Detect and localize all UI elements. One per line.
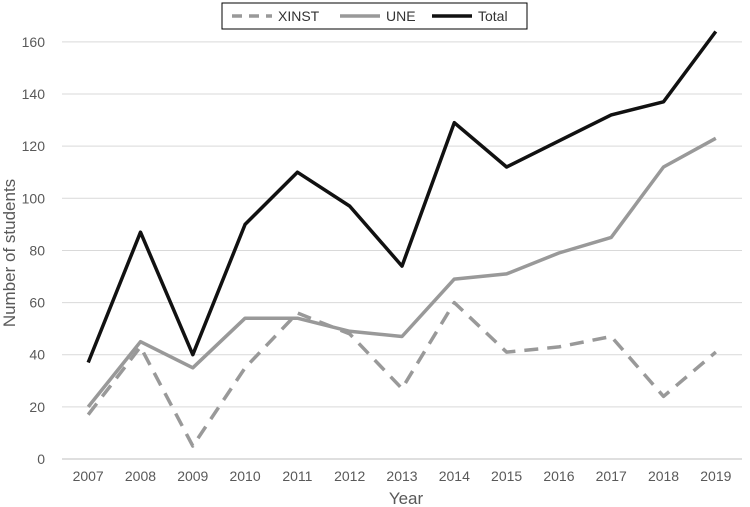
- y-tick-label: 160: [22, 34, 46, 50]
- y-tick-label: 140: [22, 86, 46, 102]
- x-tick-label: 2015: [491, 468, 522, 484]
- y-tick-label: 100: [22, 190, 46, 206]
- y-tick-label: 60: [29, 295, 45, 311]
- x-tick-label: 2009: [177, 468, 208, 484]
- y-tick-label: 40: [29, 347, 45, 363]
- x-tick-label: 2014: [439, 468, 470, 484]
- x-tick-label: 2018: [648, 468, 679, 484]
- x-tick-label: 2019: [700, 468, 731, 484]
- x-tick-label: 2013: [386, 468, 417, 484]
- series-line-une: [86, 136, 717, 408]
- y-tick-label: 20: [29, 399, 45, 415]
- legend-label-une: UNE: [386, 8, 416, 24]
- y-tick-label: 120: [22, 138, 46, 154]
- series-lines: [86, 30, 718, 448]
- legend-label-xinst: XINST: [278, 8, 320, 24]
- x-tick-label: 2011: [282, 468, 312, 484]
- x-tick-label: 2008: [125, 468, 156, 484]
- legend-label-total: Total: [478, 8, 508, 24]
- series-line-total: [86, 30, 718, 364]
- y-tick-label: 0: [37, 451, 45, 467]
- gridlines: [62, 41, 742, 408]
- x-axis-title: Year: [389, 489, 424, 507]
- x-tick-label: 2012: [334, 468, 365, 484]
- legend: XINST UNE Total: [221, 2, 528, 30]
- y-tick-label: 80: [29, 242, 45, 258]
- tick-labels: 0 20 40 60 80 100 120 140 160 2007 2008 2009 2010 201…: [22, 34, 732, 484]
- x-tick-label: 2017: [596, 468, 627, 484]
- x-tick-label: 2016: [543, 468, 574, 484]
- series-line-xinst: [86, 300, 717, 448]
- x-tick-label: 2007: [73, 468, 104, 484]
- y-axis-title: Number of students: [0, 179, 19, 327]
- x-tick-label: 2010: [229, 468, 260, 484]
